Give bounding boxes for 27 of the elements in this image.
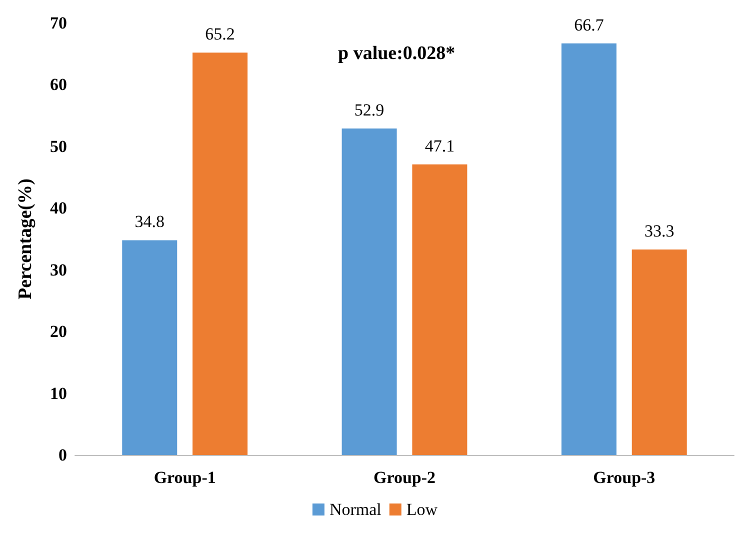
legend-label: Normal	[329, 500, 382, 519]
y-tick-label: 20	[50, 322, 67, 342]
x-tick-label: Group-2	[373, 468, 436, 487]
y-tick-label: 10	[50, 384, 67, 403]
data-label: 66.7	[574, 15, 604, 34]
data-label: 33.3	[644, 221, 674, 240]
y-axis-title: Percentage(%)	[15, 178, 36, 300]
bar	[342, 128, 397, 455]
y-tick-label: 70	[50, 14, 67, 32]
y-tick-label: 50	[50, 136, 67, 156]
x-tick-label: Group-3	[593, 468, 656, 487]
data-label: 47.1	[424, 136, 455, 156]
bar	[192, 52, 248, 455]
bar	[561, 43, 616, 455]
legend-label: Low	[406, 500, 438, 519]
x-tick-label: Group-1	[154, 468, 216, 487]
y-tick-label: 60	[50, 75, 67, 94]
data-label: 65.2	[205, 24, 235, 44]
bar	[632, 249, 687, 455]
data-label: 52.9	[354, 100, 384, 120]
y-tick-label: 0	[58, 446, 67, 464]
bar	[412, 164, 468, 455]
y-tick-label: 30	[50, 260, 67, 280]
y-tick-label: 40	[50, 198, 67, 218]
bar	[122, 240, 178, 455]
annotation: p value:0.028*	[338, 43, 456, 64]
data-label: 34.8	[134, 212, 165, 232]
